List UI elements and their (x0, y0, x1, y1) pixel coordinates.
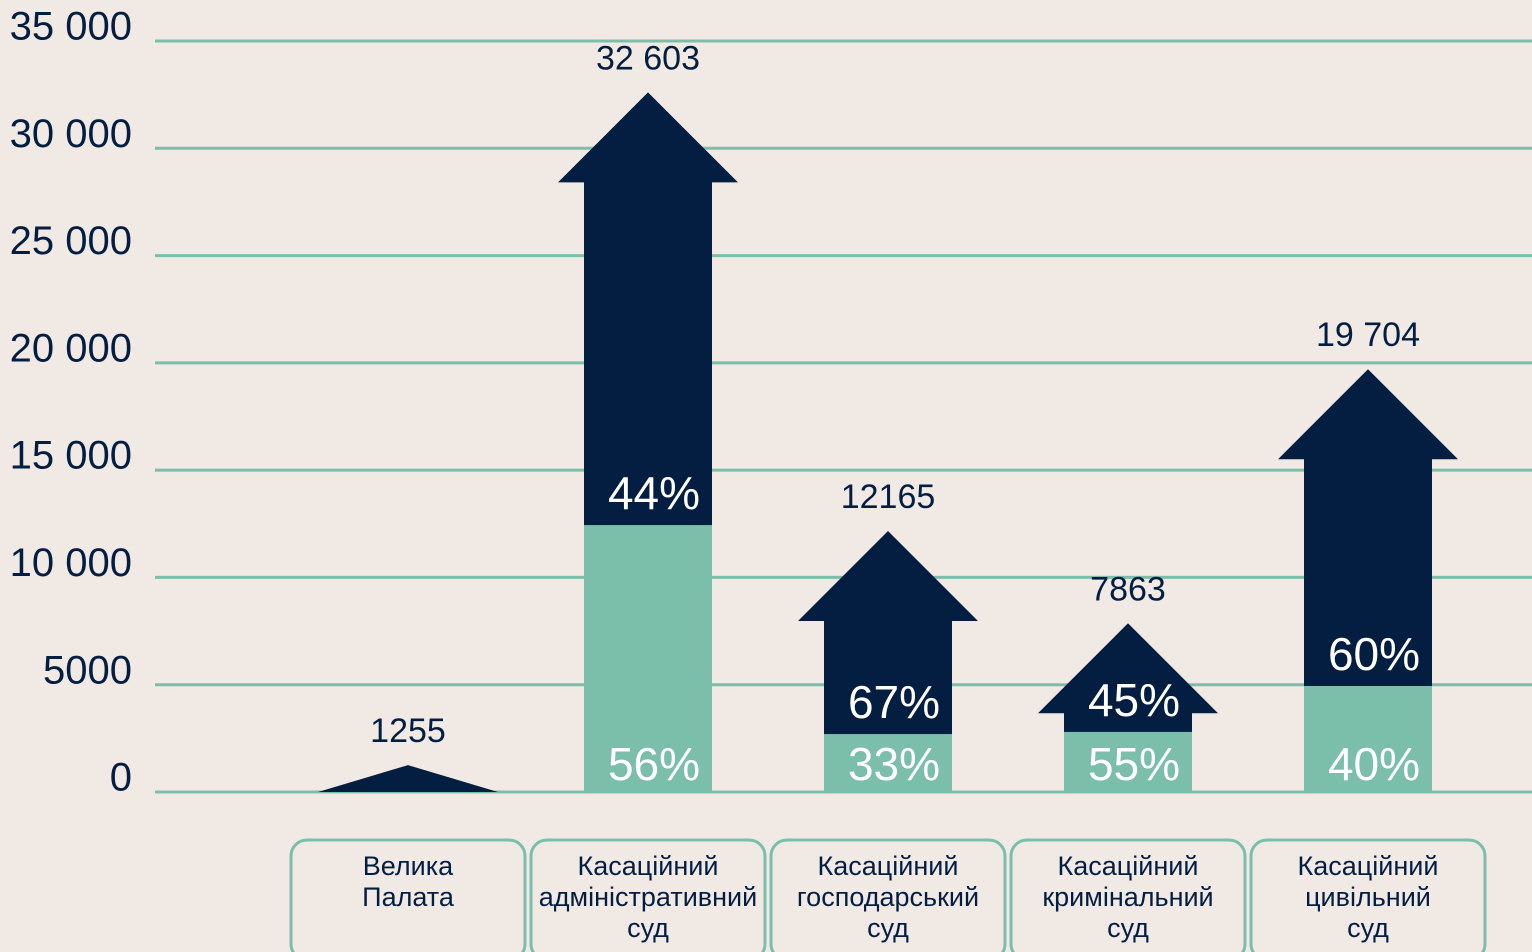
bottom-share-label: 55% (1088, 738, 1180, 790)
y-tick-label: 10 000 (10, 541, 132, 585)
bottom-share-label: 40% (1328, 738, 1420, 790)
y-tick-label: 25 000 (10, 219, 132, 263)
category-box (1009, 838, 1247, 952)
top-share-label: 45% (1088, 674, 1180, 726)
y-tick-label: 35 000 (10, 5, 132, 49)
value-label: 12165 (841, 478, 936, 516)
arrow-bar (798, 530, 978, 792)
top-share-label: 67% (848, 676, 940, 728)
x-tick-label: Касаційний господарський суд (797, 851, 979, 943)
x-tick-label: Велика Палата (362, 851, 455, 912)
value-label: 19 704 (1316, 316, 1420, 354)
x-tick-label: Касаційний цивільний суд (1298, 851, 1439, 943)
category-box (289, 838, 527, 952)
value-label: 7863 (1090, 570, 1166, 608)
bottom-share-label: 56% (608, 738, 700, 790)
top-share-label: 60% (1328, 628, 1420, 680)
value-label: 1255 (370, 712, 446, 750)
y-tick-label: 0 (110, 756, 132, 800)
bottom-share-label: 33% (848, 738, 940, 790)
y-tick-label: 30 000 (10, 112, 132, 156)
segment-bar (584, 525, 712, 792)
arrow-bar (318, 765, 498, 792)
category-box (1249, 838, 1487, 952)
y-tick-label: 5000 (43, 648, 132, 692)
y-tick-label: 15 000 (10, 434, 132, 478)
value-label: 32 603 (596, 39, 700, 77)
x-tick-label: Касаційний адміністративний суд (539, 851, 757, 943)
segment-bar (824, 734, 952, 792)
y-tick-label: 20 000 (10, 326, 132, 370)
segment-bar (1304, 686, 1432, 792)
category-box (529, 838, 767, 952)
segment-bar (1064, 731, 1192, 792)
category-box (769, 838, 1007, 952)
top-share-label: 44% (608, 467, 700, 519)
x-tick-label: Касаційний кримінальний суд (1042, 851, 1213, 943)
